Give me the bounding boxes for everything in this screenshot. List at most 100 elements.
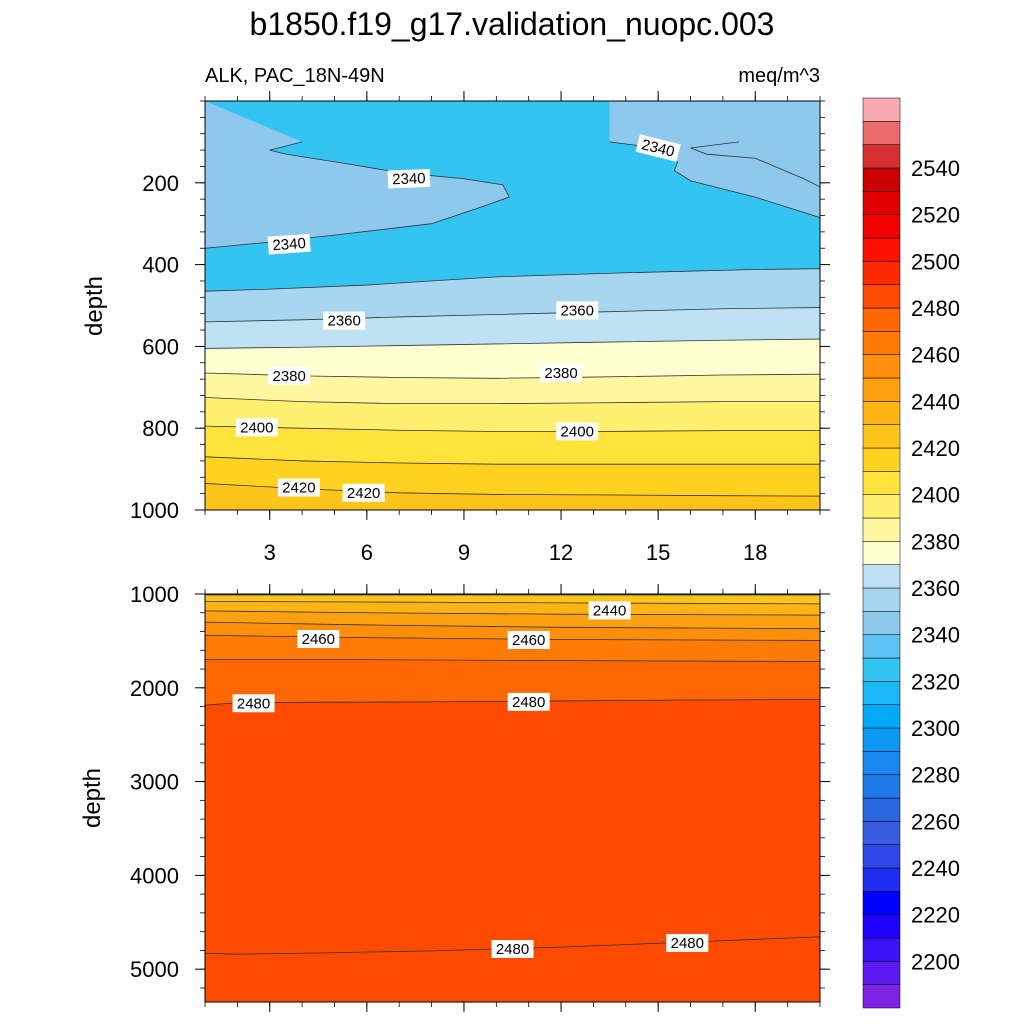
- colorbar-swatch: [862, 494, 901, 519]
- contour-label: 2400: [556, 422, 599, 441]
- contour-label: 2480: [666, 933, 709, 952]
- colorbar-swatch: [862, 844, 901, 869]
- upper-y-axis-label: depth: [81, 276, 108, 336]
- colorbar-swatch: [862, 984, 901, 1009]
- colorbar-swatch: [862, 914, 901, 939]
- upper-plot-frame: [204, 100, 821, 511]
- contour-label-text: 2400: [240, 419, 273, 436]
- contour-label: 2380: [540, 363, 583, 382]
- x-tick-label: 9: [458, 540, 470, 565]
- colorbar-swatch: [862, 377, 901, 402]
- contour-label: 2420: [277, 478, 320, 497]
- colorbar-swatch: [862, 774, 901, 799]
- x-tick-label: 6: [361, 540, 373, 565]
- contour-label-bg: [588, 601, 631, 620]
- contour-label: 2400: [235, 418, 278, 437]
- contour-line-2370: [205, 338, 820, 349]
- contour-label: 2460: [507, 630, 550, 649]
- colorbar-swatch: [862, 144, 901, 169]
- colorbar-swatch: [862, 587, 901, 612]
- contour-band: [205, 101, 510, 249]
- contour-line-2400: [205, 425, 820, 432]
- colorbar-swatch: [862, 541, 901, 565]
- colorbar-swatch: [862, 891, 901, 915]
- colorbar-swatch: [862, 214, 901, 239]
- colorbar-swatch: [862, 354, 901, 379]
- contour-label-text: 2440: [593, 602, 626, 619]
- x-tick-label: 15: [646, 540, 670, 565]
- colorbar: 2200 2220 2240 2260 2280 2300 2320 2340 2360 2380…: [862, 97, 960, 1009]
- lower-contour-fill: [205, 594, 820, 1002]
- colorbar-swatch: [862, 167, 901, 192]
- colorbar-swatch: [862, 727, 901, 752]
- contour-label: 2340: [267, 233, 311, 255]
- chart-title: b1850.f19_g17.validation_nuopc.003: [250, 6, 775, 42]
- contour-label-text: 2380: [272, 368, 305, 385]
- colorbar-tick-label: 2420: [911, 436, 960, 461]
- y-tick-label: 200: [142, 171, 179, 196]
- contour-label-text: 2420: [347, 485, 380, 502]
- colorbar-tick-label: 2500: [911, 249, 960, 274]
- contour-label: 2480: [507, 692, 550, 711]
- upper-contour-fill: [205, 101, 820, 510]
- contour-label: 2440: [588, 601, 631, 620]
- lower-y-axis-label: depth: [79, 768, 106, 828]
- colorbar-swatch: [862, 867, 901, 892]
- contour-label-text: 2480: [237, 695, 270, 712]
- colorbar-tick-label: 2280: [911, 763, 960, 788]
- colorbar-swatch: [862, 261, 901, 285]
- contour-label: 2420: [342, 483, 385, 502]
- contour-band: [205, 699, 820, 1002]
- x-tick-label: 3: [264, 540, 276, 565]
- colorbar-tick-label: 2520: [911, 203, 960, 228]
- colorbar-tick-label: 2360: [911, 576, 960, 601]
- contour-label-text: 2360: [327, 313, 360, 330]
- y-tick-label: 5000: [130, 957, 179, 982]
- colorbar-swatch: [862, 307, 901, 332]
- colorbar-tick-label: 2200: [911, 949, 960, 974]
- contour-label-text: 2480: [496, 941, 529, 958]
- lower-plot-frame: [204, 593, 821, 1003]
- contour-band: [205, 483, 820, 510]
- colorbar-tick-label: 2380: [911, 529, 960, 554]
- colorbar-swatch: [862, 447, 901, 472]
- contour-line-2350: [205, 268, 820, 292]
- y-tick-label: 1000: [130, 498, 179, 523]
- contour-label-bg: [666, 933, 709, 952]
- contour-label: 2340: [387, 168, 431, 189]
- lower-x-axis: [204, 584, 821, 1012]
- colorbar-swatch: [862, 961, 901, 985]
- contour-label-text: 2480: [512, 694, 545, 711]
- colorbar-swatch: [862, 97, 901, 122]
- y-tick-label: 1000: [130, 582, 179, 607]
- colorbar-swatch: [862, 284, 901, 309]
- x-tick-label: 12: [549, 540, 573, 565]
- contour-label-bg: [540, 363, 583, 382]
- upper-y-axis: 200 400 600 800 1000: [130, 100, 830, 523]
- colorbar-swatch: [862, 564, 901, 589]
- contour-label-bg: [297, 630, 340, 649]
- y-tick-label: 800: [142, 416, 179, 441]
- contour-label-text: 2420: [282, 480, 315, 497]
- contour-label-text: 2340: [392, 170, 426, 188]
- y-tick-label: 2000: [130, 676, 179, 701]
- lower-contour-labels: 2440 2460 2460 2480 2480 2480 2480: [232, 601, 709, 959]
- y-tick-label: 600: [142, 334, 179, 359]
- colorbar-tick-label: 2440: [911, 389, 960, 414]
- contour-label-bg: [556, 301, 599, 320]
- colorbar-tick-label: 2260: [911, 809, 960, 834]
- colorbar-tick-label: 2300: [911, 716, 960, 741]
- colorbar-tick-label: 2460: [911, 343, 960, 368]
- contour-label-bg: [268, 366, 311, 385]
- contour-line-2470: [205, 659, 820, 662]
- upper-x-axis: 3 6 9 12 15 18: [204, 91, 821, 565]
- colorbar-swatch: [862, 704, 901, 729]
- contour-label-text: 2340: [272, 235, 306, 254]
- contour-label: 2380: [268, 366, 311, 385]
- contour-label-text: 2460: [512, 632, 545, 649]
- contour-line-2440: [205, 610, 820, 616]
- colorbar-swatch: [862, 797, 901, 822]
- contour-label: 2480: [232, 694, 275, 713]
